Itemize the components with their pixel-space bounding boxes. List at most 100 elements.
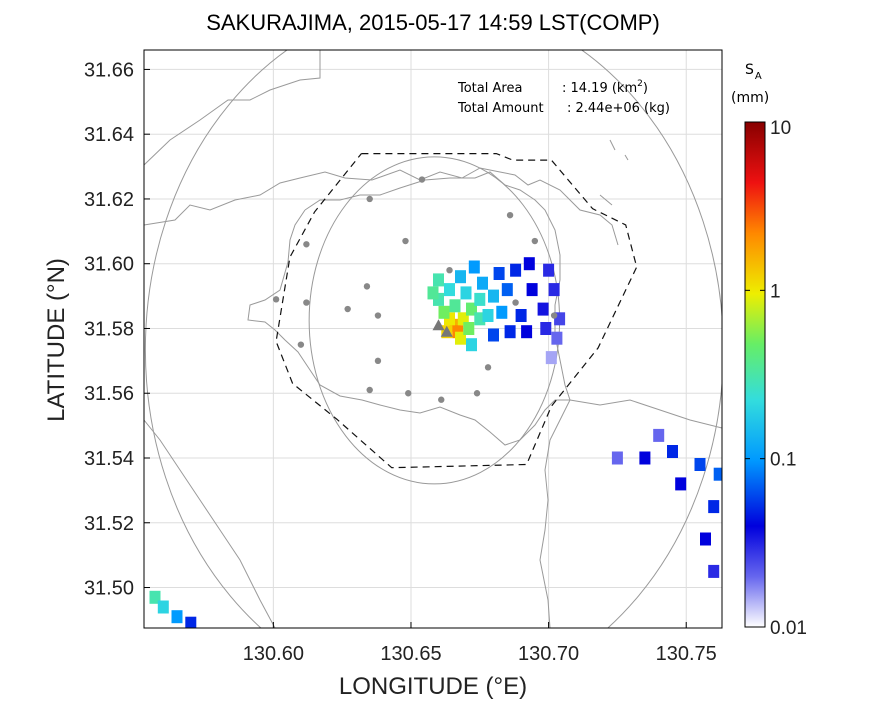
ash-cell-south-east [611,451,623,465]
outer-range-circle [144,50,722,628]
total-amount-value: : 2.44e+06 (kg) [567,101,670,116]
dashed-boundary [275,153,638,469]
ash-cell-plume [466,338,477,352]
x-tick-label: 130.75 [656,643,717,665]
station-dot [363,283,371,290]
station-dot [484,364,492,371]
ash-cell-south-east [675,477,687,491]
ash-cell-plume [438,305,450,319]
station-dot [366,386,373,394]
y-tick-label: 31.52 [84,513,134,535]
ash-cell-plume [537,302,549,316]
colorbar-tick-label: 1 [770,281,781,302]
station-dot [438,396,445,403]
y-tick-label: 31.62 [84,189,134,211]
ash-cell-plume [548,283,560,297]
station-dot [297,341,305,348]
station-dot [550,312,558,319]
vent-markers [432,319,453,337]
y-tick-label: 31.60 [84,254,134,276]
ash-deposit-cells [149,257,722,628]
total-area-value: : 14.19 (km2) [562,79,648,96]
ash-cell-plume [463,322,475,335]
y-axis-label: LATITUDE (°N) [43,258,70,422]
ash-cell-south-west [157,600,169,614]
ash-cell-plume [455,331,466,345]
ash-cell-south-west [185,616,197,628]
colorbar-tick-label: 0.01 [770,618,807,639]
y-tick-label: 31.66 [84,59,134,81]
ash-cell-plume [545,351,557,365]
x-tick-label: 130.60 [243,643,304,665]
ash-cell-plume [474,292,486,306]
ash-cell-plume [488,289,499,303]
station-dot [366,195,373,203]
colorbar-ticks: 10 1 0.1 0.01 [745,118,807,639]
station-dot [303,299,310,306]
ash-cell-south-east [653,428,665,442]
ash-cell-south-east [708,564,720,578]
y-tick-labels: 31.50 31.52 31.54 31.56 31.58 31.60 31.62 31.64… [84,59,150,600]
ash-cell-south-east [700,532,711,546]
station-dot [344,305,351,313]
station-dot [506,211,514,219]
ash-cell-plume [457,312,469,326]
ash-cell-plume [551,331,563,345]
ash-cell-south-east [667,445,678,458]
ash-cell-plume [468,260,480,274]
station-markers [272,176,558,403]
station-dot [303,241,310,248]
station-dot [418,176,426,183]
coastline-southeast [569,399,722,429]
x-tick-labels: 130.60 130.65 130.70 130.75 [243,622,717,665]
ash-cell-plume [477,276,488,290]
ash-cell-plume [521,325,533,339]
coastline [144,50,722,628]
ash-cell-plume [526,283,538,297]
vent-triangle [440,325,453,337]
ash-cell-plume [515,309,527,322]
station-dot [405,390,412,397]
chart-title: SAKURAJIMA, 2015-05-17 14:59 LST(COMP) [206,10,660,35]
ash-cell-south-east [639,451,651,465]
x-axis-label: LONGITUDE (°E) [339,673,527,700]
ash-cell-plume [504,325,516,339]
ash-cell-plume [496,305,508,319]
coastline-bay [144,167,619,246]
ash-cell-plume [501,283,513,297]
y-tick-label: 31.56 [84,383,134,405]
ash-cell-plume [433,273,444,287]
station-dot [473,390,481,397]
ash-cell-plume [427,286,439,300]
coastline-island-south [247,209,570,446]
grid-lines [144,50,722,628]
ash-cell-plume [554,312,566,326]
ash-cell-plume [474,312,486,326]
coastline-southwest [144,419,276,628]
total-amount-label: Total Amount [457,101,544,116]
x-tick-label: 130.70 [518,643,579,665]
ash-cell-south-east [694,458,706,471]
ash-cell-south-west [149,590,161,604]
station-dot [402,237,409,245]
ash-cell-plume [466,302,477,316]
coastline-north [144,50,321,166]
ash-cell-south-west [171,610,183,624]
coastline-island-east [304,171,571,628]
station-dot [531,237,539,245]
colorbar-unit: (mm) [731,90,769,106]
coastline-islets [599,139,629,206]
station-dot [272,296,280,303]
ash-cell-plume [460,286,472,300]
ash-cell-south-east [708,500,720,514]
ash-cell-plume [540,322,552,335]
y-tick-label: 31.64 [84,124,134,146]
plot-frame [143,49,723,629]
colorbar-gradient [744,121,766,628]
ash-cell-plume [455,270,466,284]
total-area-label: Total Area [457,81,522,96]
station-dot [512,299,519,306]
station-dot [374,312,382,319]
colorbar-tick-label: 0.1 [770,450,796,471]
ash-cell-plume [543,263,555,277]
